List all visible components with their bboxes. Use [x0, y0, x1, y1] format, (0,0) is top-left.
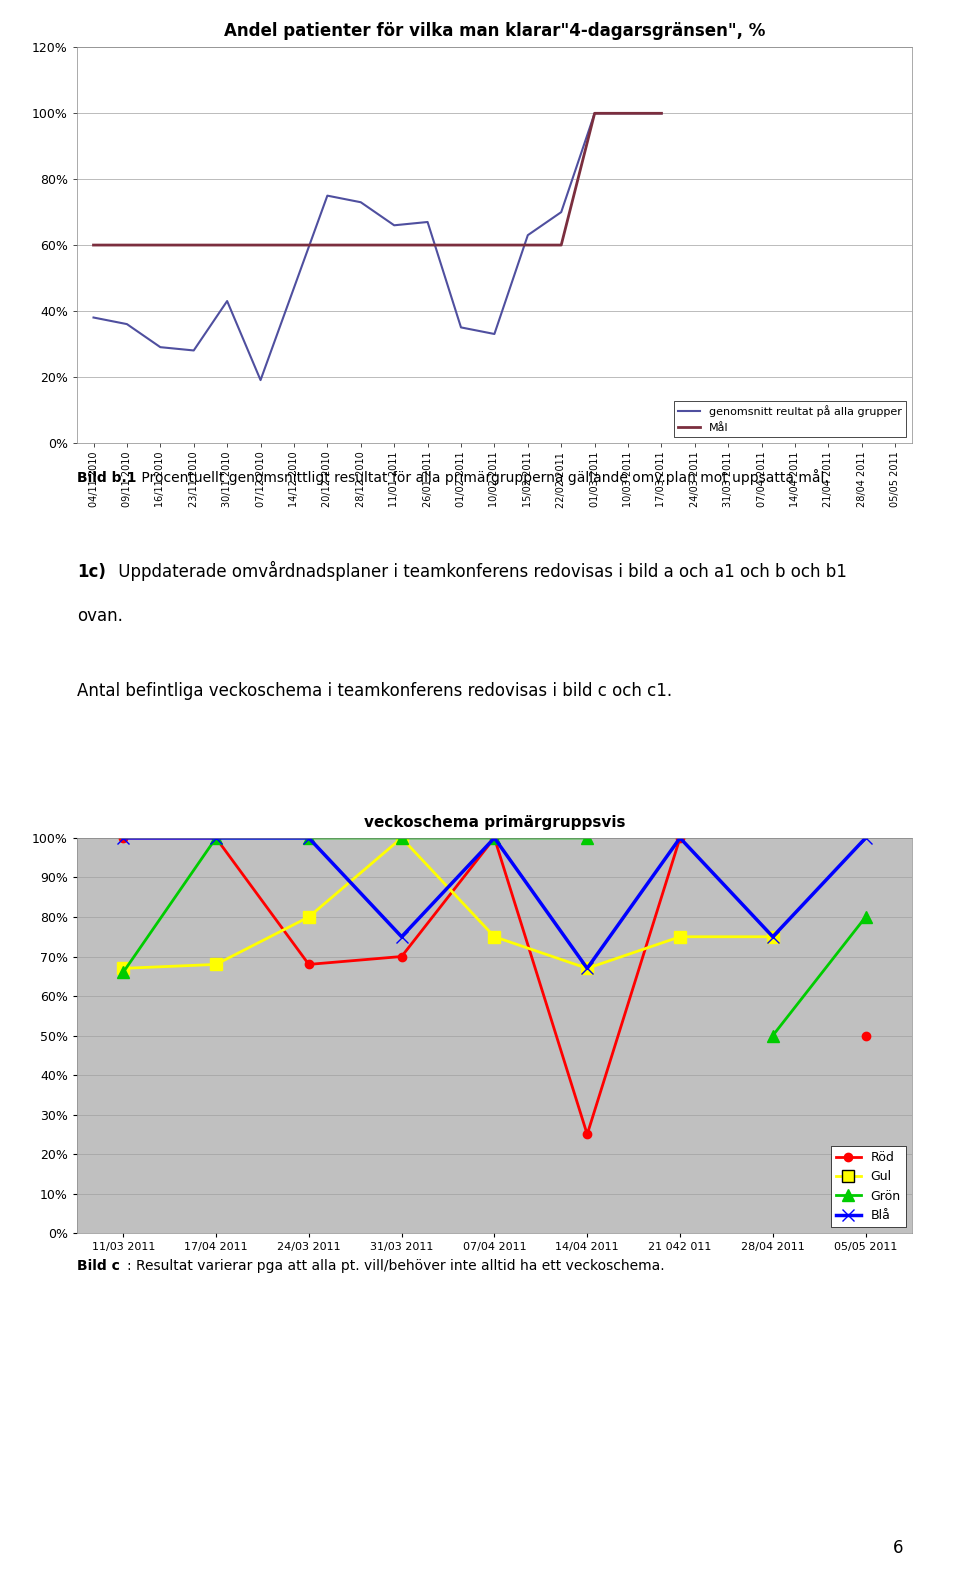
Text: ovan.: ovan. [77, 607, 123, 626]
Text: Bild b.1: Bild b.1 [77, 471, 136, 485]
Text: 1c): 1c) [77, 563, 106, 582]
Text: Bild c: Bild c [77, 1258, 120, 1273]
Legend: genomsnitt reultat på alla grupper, Mål: genomsnitt reultat på alla grupper, Mål [674, 400, 906, 436]
Text: Procentuellt genomsnittligt resultat för alla primärgrupperna gällande omv.plan : Procentuellt genomsnittligt resultat för… [137, 470, 829, 485]
Text: Uppdaterade omvårdnadsplaner i teamkonferens redovisas i bild a och a1 och b och: Uppdaterade omvårdnadsplaner i teamkonfe… [113, 561, 847, 582]
Title: veckoschema primärgruppsvis: veckoschema primärgruppsvis [364, 814, 625, 830]
Legend: Röd, Gul, Grön, Blå: Röd, Gul, Grön, Blå [830, 1146, 905, 1227]
Text: 6: 6 [893, 1538, 903, 1557]
Text: : Resultat varierar pga att alla pt. vill/behöver inte alltid ha ett veckoschema: : Resultat varierar pga att alla pt. vil… [127, 1258, 664, 1273]
Title: Andel patienter för vilka man klarar"4-dagarsgränsen", %: Andel patienter för vilka man klarar"4-d… [224, 22, 765, 41]
Text: Antal befintliga veckoschema i teamkonferens redovisas i bild c och c1.: Antal befintliga veckoschema i teamkonfe… [77, 681, 672, 700]
